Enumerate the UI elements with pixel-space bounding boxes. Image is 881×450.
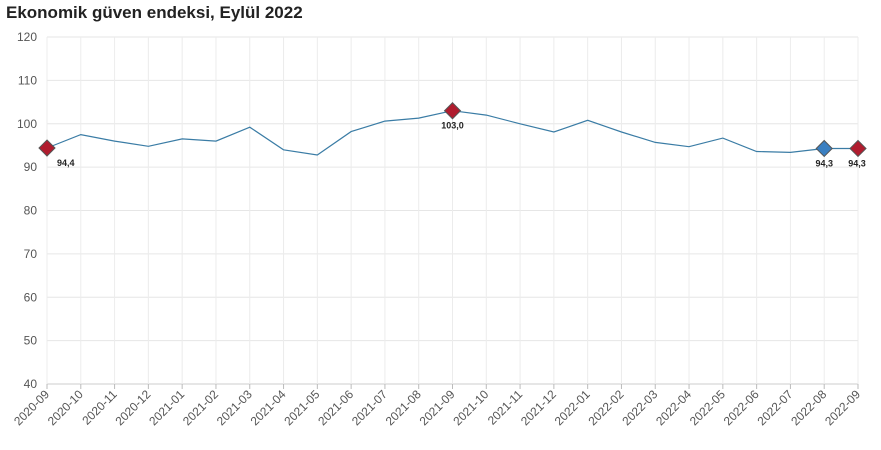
y-tick-label: 80 [24,204,38,218]
x-tick-label: 2021-03 [214,387,255,428]
data-label: 94,4 [57,158,75,168]
x-tick-label: 2021-02 [180,387,221,428]
y-tick-label: 60 [24,290,38,304]
x-tick-label: 2021-08 [383,387,424,428]
x-tick-label: 2021-10 [450,387,491,428]
x-tick-label: 2021-04 [248,387,289,428]
highlight-marker [38,139,56,157]
x-tick-label: 2022-07 [754,387,795,428]
x-tick-label: 2021-09 [417,387,458,428]
labels-layer: 94,4 103,0 94,3 94,3 [57,121,866,169]
data-label: 94,3 [848,158,866,168]
x-tick-label: 2021-12 [518,387,559,428]
x-tick-label: 2022-01 [552,387,593,428]
y-tick-label: 40 [24,377,38,391]
x-tick-label: 2022-03 [619,387,660,428]
y-tick-label: 110 [18,73,37,87]
highlight-marker [815,139,833,158]
y-tick-label: 100 [17,117,37,131]
x-tick-label: 2021-01 [146,387,187,428]
y-tick-label: 70 [24,247,38,261]
highlight-marker [443,102,462,120]
grid [46,36,859,385]
x-tick-label: 2022-05 [687,387,728,428]
y-tick-label: 90 [24,160,38,174]
x-tick-label: 2022-08 [788,387,829,428]
highlight-marker [849,139,867,158]
x-tick-label: 2020-12 [112,387,153,428]
data-label: 103,0 [441,121,464,131]
x-tick-label: 2021-05 [281,387,322,428]
y-tick-label: 120 [17,30,37,44]
x-tick-label: 2022-06 [721,387,762,428]
axes: 4050607080901001101202020-092020-102020-… [11,30,863,428]
x-tick-label: 2022-04 [653,387,694,428]
x-tick-label: 2021-11 [485,387,526,428]
data-label: 94,3 [815,158,833,168]
x-tick-label: 2022-09 [822,387,863,428]
markers-layer [38,102,867,158]
x-tick-label: 2020-11 [79,387,120,428]
x-tick-label: 2021-07 [349,387,390,428]
x-tick-label: 2020-10 [45,387,86,428]
chart-title: Ekonomik güven endeksi, Eylül 2022 [6,3,303,22]
x-tick-label: 2020-09 [11,387,52,428]
x-tick-label: 2022-02 [586,387,627,428]
y-tick-label: 50 [24,334,38,348]
x-tick-label: 2021-06 [315,387,356,428]
